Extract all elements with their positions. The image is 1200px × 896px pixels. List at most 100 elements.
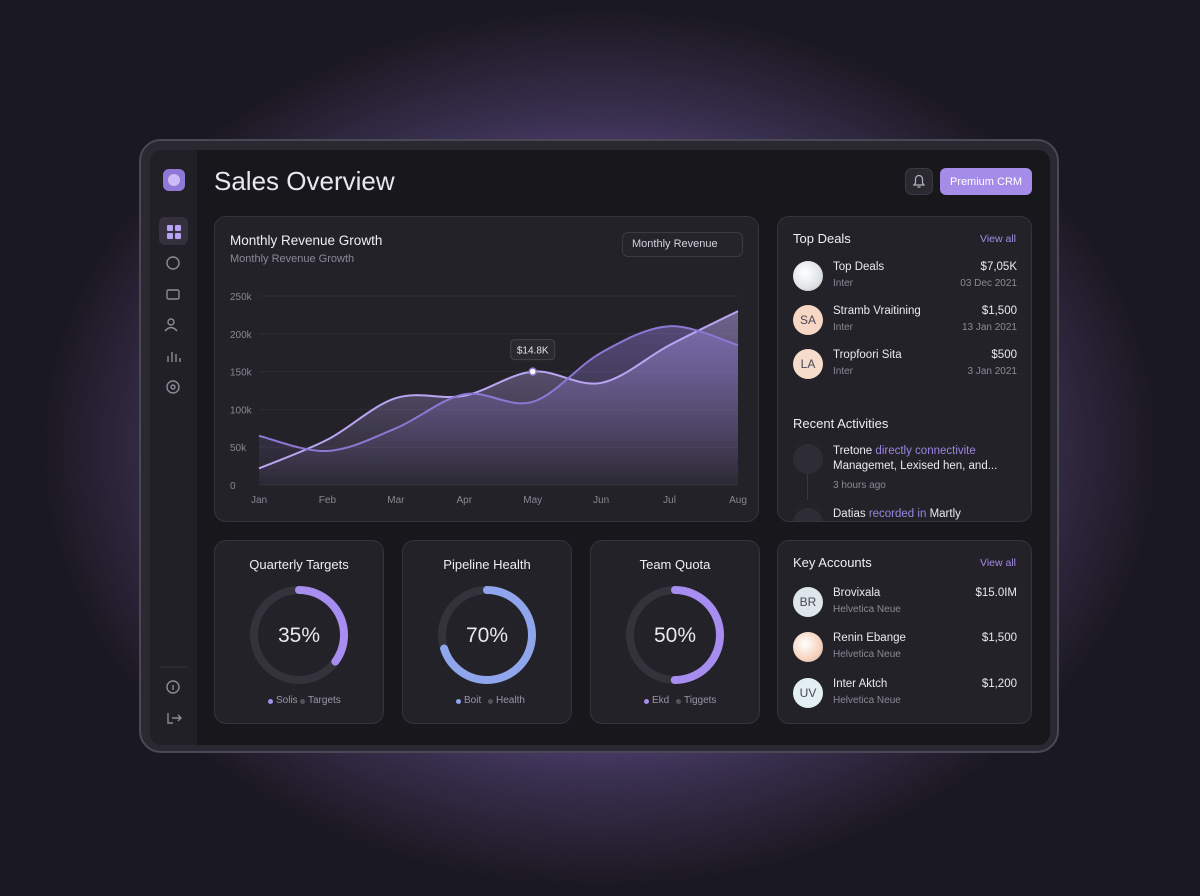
page-title: Sales Overview <box>214 166 395 196</box>
x-tick-label: May <box>523 495 542 506</box>
bell-button[interactable] <box>905 168 933 195</box>
item-date: 03 Dec 2021 <box>960 278 1017 289</box>
gauge-card <box>590 540 760 724</box>
bell-icon <box>912 174 926 188</box>
premium-button[interactable]: Premium CRM <box>940 168 1032 195</box>
avatar: LA <box>793 349 823 379</box>
gauge-title: Quarterly Targets <box>249 557 349 573</box>
gauge-card <box>214 540 384 724</box>
y-tick-label: 200k <box>230 330 253 341</box>
gauge-title: Team Quota <box>639 557 711 573</box>
section-title: Key Accounts <box>793 555 872 571</box>
highlight-point <box>528 367 537 376</box>
tooltip-box <box>510 339 556 361</box>
item-date: 13 Jan 2021 <box>961 322 1017 333</box>
legend-label: Ekd <box>652 695 670 706</box>
gauge-value: 35% <box>278 624 320 647</box>
dropdown[interactable] <box>622 232 743 257</box>
chart-subtitle: Monthly Revenue Growth <box>230 253 355 266</box>
avatar: SA <box>793 305 823 335</box>
activity-text: Tretone directly connectivite <box>833 445 976 457</box>
activity-rest: Martly <box>929 508 961 520</box>
item-sub: Helvetica Neue <box>833 649 901 660</box>
section-title: Top Deals <box>793 231 851 247</box>
chart-title: Monthly Revenue Growth <box>230 232 383 248</box>
y-tick-label: 150k <box>230 368 253 379</box>
x-tick-label: Feb <box>319 495 337 506</box>
nav-active[interactable] <box>159 217 188 245</box>
icon-deals[interactable] <box>166 256 180 270</box>
item-name: Brovixala <box>833 587 881 600</box>
icon-settings-core <box>170 384 176 390</box>
item-amount: $15.0IM <box>975 587 1017 600</box>
activity-highlight: directly connectivite <box>875 445 976 457</box>
icon-settings[interactable] <box>166 380 180 394</box>
activity-text: Datias recorded in Martly <box>833 508 961 520</box>
gauge-title: Pipeline Health <box>443 557 531 573</box>
item-name: Top Deals <box>833 261 885 274</box>
revenue-chart: 0 50k 100k 150k 200k 250k Jan Feb Mar Apr May Jun Ju… <box>230 292 747 506</box>
avatar: UV <box>793 678 823 708</box>
legend-label: Tiggets <box>684 695 717 706</box>
x-tick-label: Aug <box>729 495 747 506</box>
item-name: Inter Aktch <box>833 678 888 691</box>
item-date: 3 Jan 2021 <box>967 366 1018 377</box>
x-tick-label: Jun <box>593 495 609 506</box>
activity-time: 3 hours ago <box>833 480 886 491</box>
gauge-card <box>402 540 572 724</box>
legend-dot <box>676 699 681 704</box>
icon-info[interactable] <box>166 680 180 694</box>
y-tick-label: 0 <box>230 481 236 492</box>
icon-contacts[interactable] <box>167 318 175 326</box>
icon-dashboard <box>167 225 181 239</box>
gauge-arc <box>438 586 536 684</box>
activity-icon <box>793 508 823 521</box>
dropdown-label: Monthly Revenue <box>632 238 718 251</box>
view-all-link: View all <box>980 556 1016 569</box>
avatar <box>793 261 823 291</box>
x-tick-label: Apr <box>457 495 473 506</box>
sidebar-icons <box>159 169 188 724</box>
item-sub: Helvetica Neue <box>833 604 901 615</box>
gauge: 35% <box>250 586 348 684</box>
tooltip-text: $14.8K <box>517 346 549 357</box>
icon-logout[interactable] <box>167 713 182 724</box>
legend-label: Boit <box>464 695 482 706</box>
logo-mark <box>168 174 180 186</box>
item-sub: Inter <box>833 366 854 377</box>
series-line <box>258 310 739 470</box>
activity-icon <box>793 444 823 474</box>
x-tick-label: Jan <box>251 495 267 506</box>
item-name: Renin Ebange <box>833 632 906 645</box>
item-name: Stramb Vraitining <box>833 305 921 318</box>
avatar: BR <box>793 587 823 617</box>
y-tick-label: 250k <box>230 292 253 303</box>
legend-label: Health <box>496 695 525 706</box>
icon-reports[interactable] <box>167 352 181 362</box>
item-name: Tropfoori Sita <box>833 349 902 362</box>
item-amount: $7,05K <box>980 261 1017 274</box>
sidebar <box>150 150 197 745</box>
activity-subject: Tretone <box>833 445 873 457</box>
item-amount: $1,500 <box>981 305 1017 318</box>
legend-label: Targets <box>308 695 341 706</box>
item-amount: $1,500 <box>981 632 1017 645</box>
icon-briefcase[interactable] <box>166 289 180 300</box>
gauge: 50% <box>626 586 724 684</box>
series-line <box>258 325 739 452</box>
gauge-value: 50% <box>654 624 696 647</box>
item-sub: Inter <box>833 278 854 289</box>
activity-subject: Datias <box>833 508 866 520</box>
gauge: 70% <box>438 586 536 684</box>
activity-clip: Datias recorded in Martly <box>778 500 1031 521</box>
gauge-arc <box>250 586 348 684</box>
section-title: Recent Activities <box>793 416 889 432</box>
item-amount: $1,200 <box>981 678 1017 691</box>
area-fill <box>259 326 738 485</box>
legend-dot <box>488 699 493 704</box>
activity-highlight: recorded in <box>868 508 927 520</box>
item-amount: $500 <box>991 349 1017 362</box>
view-all-link: View all <box>980 232 1016 245</box>
item-sub: Helvetica Neue <box>833 695 901 706</box>
